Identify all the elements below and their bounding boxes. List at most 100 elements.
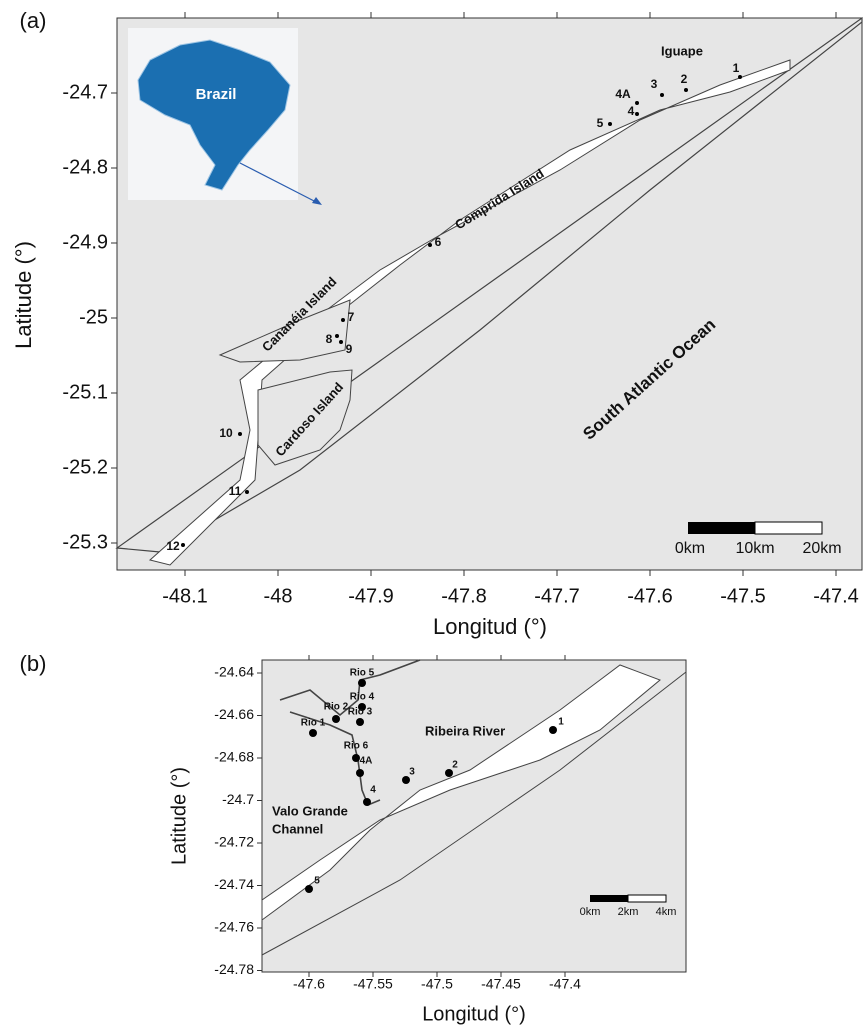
station	[635, 112, 639, 116]
station-label: 4A	[615, 87, 631, 101]
x-tick-label: -47.4	[549, 976, 581, 992]
y-tick-label: -25.2	[62, 456, 108, 478]
station-label: 3	[409, 767, 415, 778]
island	[218, 299, 351, 363]
station	[238, 432, 242, 436]
station-label: Rio 3	[348, 707, 373, 718]
scale-bar	[754, 521, 823, 535]
y-tick-label: -24.76	[214, 919, 254, 935]
station	[445, 769, 453, 777]
station-label: 10	[219, 426, 233, 440]
x-tick-label: -47.45	[481, 976, 521, 992]
station	[332, 715, 340, 723]
x-tick-label: -47.55	[353, 976, 393, 992]
scale-label: 2km	[618, 906, 639, 918]
station	[660, 93, 664, 97]
station-label: Rio 6	[344, 741, 369, 752]
station-label: Rio 2	[324, 702, 349, 713]
place-label: Valo Grande	[272, 803, 348, 818]
arrow-head	[312, 197, 322, 205]
station-label: 4	[370, 785, 376, 796]
y-tick-label: -24.9	[62, 231, 108, 253]
y-tick-label: -24.64	[214, 664, 254, 680]
y-tick-label: -24.78	[214, 961, 254, 977]
station-label: 12	[166, 539, 180, 553]
y-tick-label: -25.3	[62, 531, 108, 553]
x-tick-label: -47.6	[627, 585, 673, 607]
station-label: 7	[348, 310, 355, 324]
station	[356, 769, 364, 777]
station	[402, 776, 410, 784]
scale-bar	[590, 895, 628, 902]
scale-bar	[627, 894, 667, 903]
station	[608, 122, 612, 126]
x-tick-label: -48.1	[162, 585, 208, 607]
y-tick-label: -24.8	[62, 156, 108, 178]
channel	[261, 664, 661, 921]
station	[245, 490, 249, 494]
x-axis-title: Longitud (°)	[422, 1003, 526, 1025]
station	[635, 101, 639, 105]
panel-label: (b)	[20, 651, 47, 676]
station-label: 1	[558, 717, 564, 728]
scale-label: 0km	[675, 540, 705, 557]
x-tick-label: -47.5	[421, 976, 453, 992]
station-label: 5	[314, 876, 320, 887]
station-label: 5	[597, 116, 604, 130]
y-axis-title: Latitude (°)	[11, 241, 36, 349]
scale-label: 10km	[735, 540, 774, 557]
y-tick-label: -24.7	[62, 81, 108, 103]
x-tick-label: -47.7	[534, 585, 580, 607]
station-label: 9	[346, 342, 353, 356]
station-label: 11	[229, 484, 242, 498]
scale-label: 0km	[580, 906, 601, 918]
y-tick-label: -24.68	[214, 749, 254, 765]
station	[358, 679, 366, 687]
y-tick-label: -24.66	[214, 706, 254, 722]
brazil-shape	[137, 39, 291, 191]
station	[181, 543, 185, 547]
station	[549, 726, 557, 734]
place-label: Ribeira River	[425, 723, 505, 738]
x-tick-label: -47.4	[813, 585, 859, 607]
place-label: Channel	[272, 821, 323, 836]
station-label: 4A	[360, 756, 373, 767]
scale-label: 20km	[802, 540, 841, 557]
station-label: 1	[733, 61, 740, 75]
station	[335, 334, 339, 338]
station	[684, 88, 688, 92]
station	[341, 318, 345, 322]
y-tick-label: -24.7	[222, 791, 254, 807]
station	[339, 340, 343, 344]
station-label: 8	[326, 332, 333, 346]
station	[738, 75, 742, 79]
station	[428, 243, 432, 247]
x-tick-label: -48	[264, 585, 293, 607]
station-label: 4	[628, 104, 635, 118]
x-tick-label: -47.8	[441, 585, 487, 607]
station-label: 3	[651, 77, 658, 91]
station-label: Rio 5	[350, 668, 375, 679]
station	[358, 703, 366, 711]
station-label: 6	[435, 235, 442, 249]
scale-label: 4km	[656, 906, 677, 918]
island	[257, 369, 353, 466]
station-label: Rio 1	[301, 718, 326, 729]
station-label: 2	[452, 760, 458, 771]
station	[309, 729, 317, 737]
x-tick-label: -47.6	[293, 976, 325, 992]
coastline	[261, 671, 687, 956]
station	[305, 885, 313, 893]
inset-label: Brazil	[196, 86, 237, 103]
station	[363, 798, 371, 806]
x-axis-title: Longitud (°)	[433, 614, 547, 639]
panel-label: (a)	[20, 8, 47, 33]
scale-bar	[688, 522, 755, 534]
station-label: Rio 4	[350, 692, 375, 703]
station-label: 2	[681, 72, 688, 86]
arrow	[239, 162, 319, 204]
place-label: Iguape	[661, 43, 703, 58]
y-tick-label: -24.74	[214, 876, 254, 892]
y-tick-label: -25.1	[62, 381, 108, 403]
